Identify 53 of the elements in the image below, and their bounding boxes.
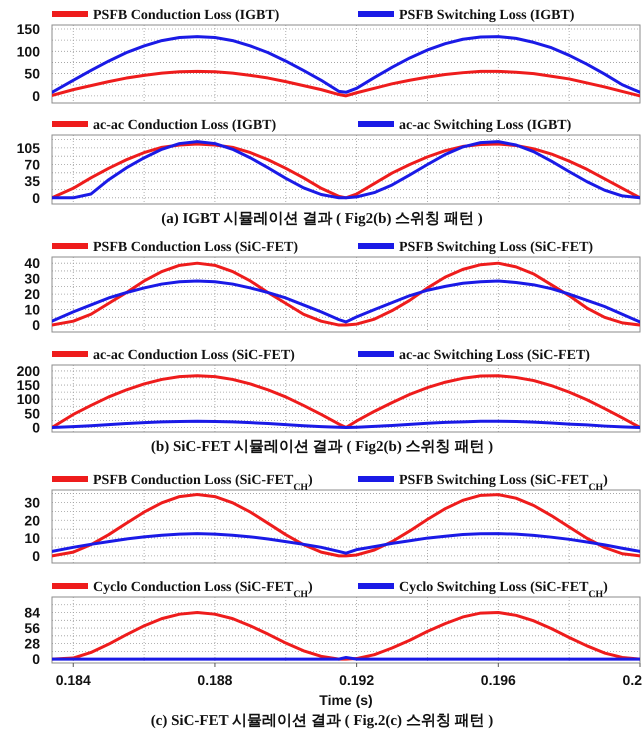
text: (a) IGBT 시뮬레이션 결과 ( Fig2(b) 스위칭 패턴 )	[161, 211, 483, 227]
y-tick-label: 0	[32, 548, 40, 564]
legend-label: Cyclo Conduction Loss (SiC-FET$_{CH}$)	[93, 580, 314, 600]
y-tick-label: 84	[24, 604, 40, 621]
legend-label: PSFB Switching Loss (IGBT)	[399, 8, 575, 23]
legend-label: PSFB Conduction Loss (IGBT)	[93, 8, 280, 23]
y-tick-label: 40	[24, 255, 40, 272]
y-tick-label: 10	[24, 302, 40, 318]
legend-label: ac-ac Switching Loss (IGBT)	[399, 118, 572, 133]
text: (b) SiC-FET 시뮬레이션 결과 ( Fig2(b) 스위칭 패턴 )	[150, 439, 494, 455]
y-tick-label: 50	[24, 66, 40, 82]
x-tick-label: 0.188	[197, 672, 233, 688]
legend-label: ac-ac Conduction Loss (SiC-FET)	[93, 348, 296, 363]
text: (c) SiC-FET 시뮬레이션 결과 ( Fig.2(c) 스위칭 패턴 )	[150, 713, 494, 729]
y-tick-label: 28	[24, 636, 40, 652]
y-tick-label: 200	[16, 362, 40, 379]
legend-label: Cyclo Switching Loss (SiC-FET$_{CH}$)	[399, 580, 608, 600]
line-series	[52, 279, 640, 324]
y-tick-label: 150	[16, 377, 40, 394]
x-tick-label: 0.2	[622, 672, 642, 688]
y-tick-label: 100	[16, 391, 40, 408]
y-tick-label: 0	[32, 190, 40, 206]
y-tick-label: 0	[32, 317, 40, 334]
y-tick-label: 0	[32, 88, 40, 104]
line-series	[52, 420, 640, 429]
y-tick-label: 100	[16, 43, 40, 60]
y-tick-label: 0	[32, 419, 40, 436]
legend-label: PSFB Conduction Loss (SiC-FET$_{CH}$)	[93, 473, 314, 492]
line-series	[52, 374, 640, 429]
y-tick-label: 30	[24, 270, 40, 287]
y-tick-label: 10	[24, 530, 40, 546]
y-tick-label: 56	[24, 620, 40, 636]
line-series	[52, 532, 640, 555]
y-tick-label: 30	[24, 494, 40, 510]
y-tick-label: 50	[24, 405, 40, 422]
y-tick-label: 150	[16, 21, 40, 38]
y-tick-label: 20	[24, 286, 40, 302]
legend-label: ac-ac Switching Loss (SiC-FET)	[399, 348, 590, 363]
y-tick-label: 70	[24, 156, 40, 173]
x-tick-label: 0.192	[339, 672, 374, 688]
y-tick-label: 0	[32, 651, 40, 668]
line-series	[52, 70, 640, 98]
y-tick-label: 20	[24, 512, 40, 528]
x-axis-title: Time (s)	[319, 692, 373, 708]
y-tick-label: 35	[24, 173, 40, 190]
legend-label: PSFB Conduction Loss (SiC-FET)	[93, 240, 298, 255]
line-series	[52, 35, 640, 94]
x-tick-label: 0.184	[56, 672, 91, 688]
y-tick-label: 105	[16, 140, 40, 156]
legend-label: PSFB Switching Loss (SiC-FET)	[399, 240, 594, 255]
legend-label: PSFB Switching Loss (SiC-FET$_{CH}$)	[399, 473, 608, 492]
x-tick-label: 0.196	[480, 672, 516, 688]
legend-label: ac-ac Conduction Loss (IGBT)	[93, 118, 277, 133]
